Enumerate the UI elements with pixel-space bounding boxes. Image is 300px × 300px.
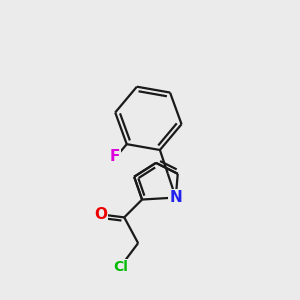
Text: O: O: [94, 207, 107, 222]
Text: Cl: Cl: [113, 260, 128, 274]
Text: N: N: [169, 190, 182, 205]
Text: F: F: [110, 149, 120, 164]
